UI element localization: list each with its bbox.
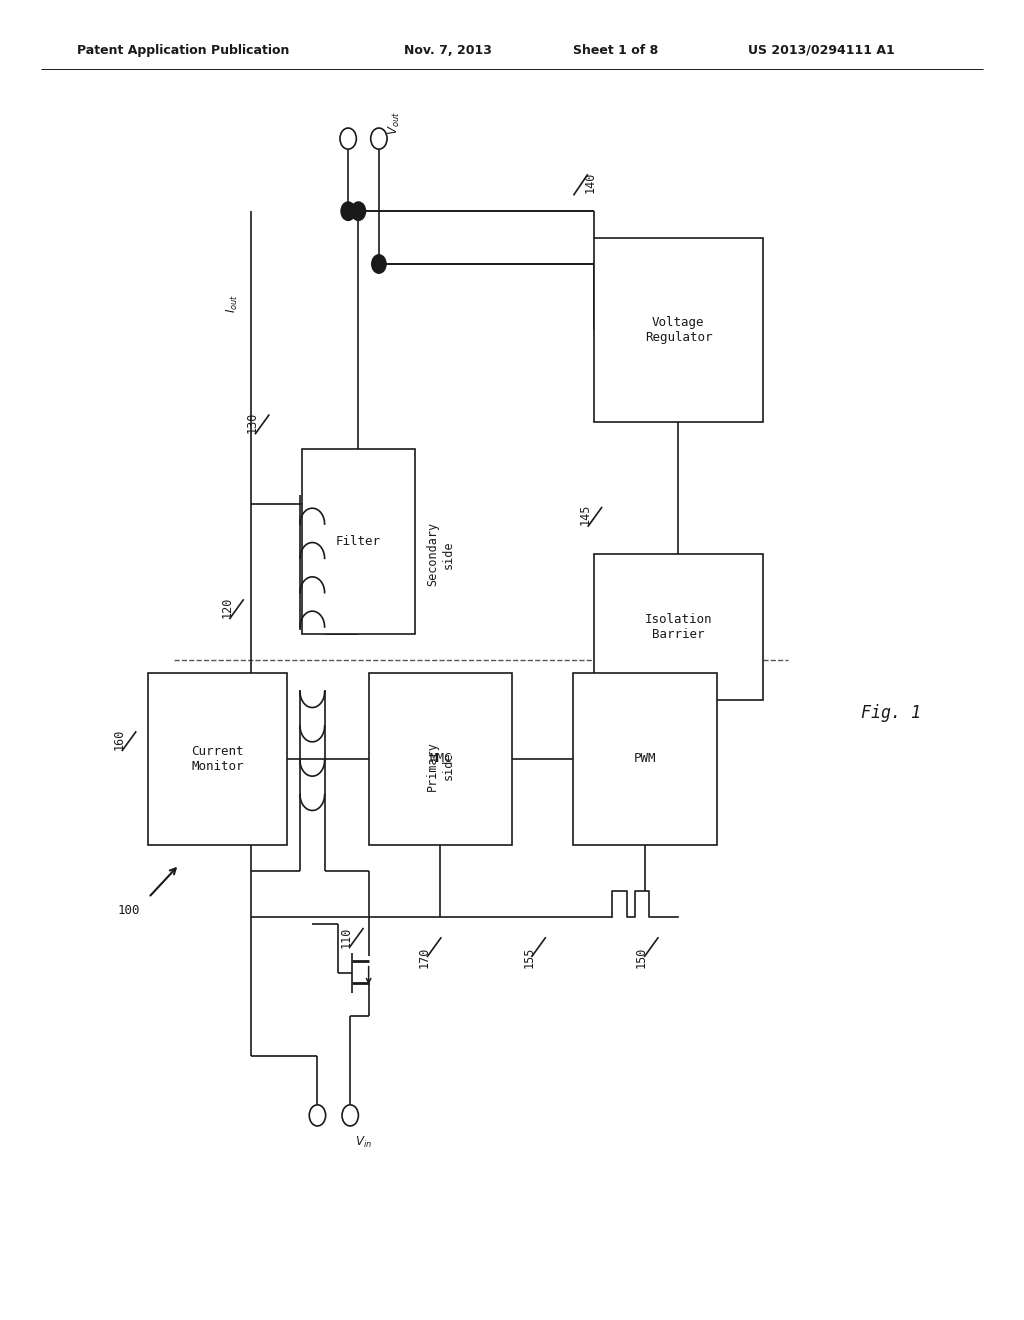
Bar <box>594 238 763 422</box>
Circle shape <box>351 202 366 220</box>
Bar <box>594 554 763 700</box>
Text: $I_{out}$: $I_{out}$ <box>225 294 241 313</box>
Text: 155: 155 <box>522 946 536 968</box>
Circle shape <box>342 1105 358 1126</box>
Text: Voltage
Regulator: Voltage Regulator <box>645 315 712 345</box>
Text: 150: 150 <box>635 946 648 968</box>
Bar <box>302 449 415 634</box>
Text: PWM: PWM <box>634 752 656 766</box>
Text: 170: 170 <box>418 946 431 968</box>
Text: Patent Application Publication: Patent Application Publication <box>77 44 289 57</box>
Circle shape <box>371 128 387 149</box>
Text: Primary
side: Primary side <box>426 741 455 791</box>
Text: 145: 145 <box>579 504 592 525</box>
Text: Filter: Filter <box>336 535 381 548</box>
Text: Fig. 1: Fig. 1 <box>861 704 921 722</box>
Bar <box>148 673 287 845</box>
Text: US 2013/0294111 A1: US 2013/0294111 A1 <box>748 44 894 57</box>
Text: 110: 110 <box>340 927 353 948</box>
Text: Current
Monitor: Current Monitor <box>191 744 244 774</box>
Circle shape <box>372 255 386 273</box>
Text: $V_{out}$: $V_{out}$ <box>387 111 402 135</box>
Text: Nov. 7, 2013: Nov. 7, 2013 <box>404 44 493 57</box>
Circle shape <box>309 1105 326 1126</box>
Text: 140: 140 <box>584 172 597 193</box>
Text: $V_{in}$: $V_{in}$ <box>355 1135 373 1150</box>
Circle shape <box>341 202 355 220</box>
Text: 160: 160 <box>113 729 126 750</box>
Text: 130: 130 <box>246 412 259 433</box>
Text: Sheet 1 of 8: Sheet 1 of 8 <box>573 44 658 57</box>
Bar <box>573 673 717 845</box>
Text: 100: 100 <box>118 904 140 917</box>
Text: Isolation
Barrier: Isolation Barrier <box>645 612 712 642</box>
Text: MMC: MMC <box>429 752 452 766</box>
Circle shape <box>340 128 356 149</box>
Text: Secondary
side: Secondary side <box>426 523 455 586</box>
Text: 120: 120 <box>220 597 233 618</box>
Bar <box>369 673 512 845</box>
